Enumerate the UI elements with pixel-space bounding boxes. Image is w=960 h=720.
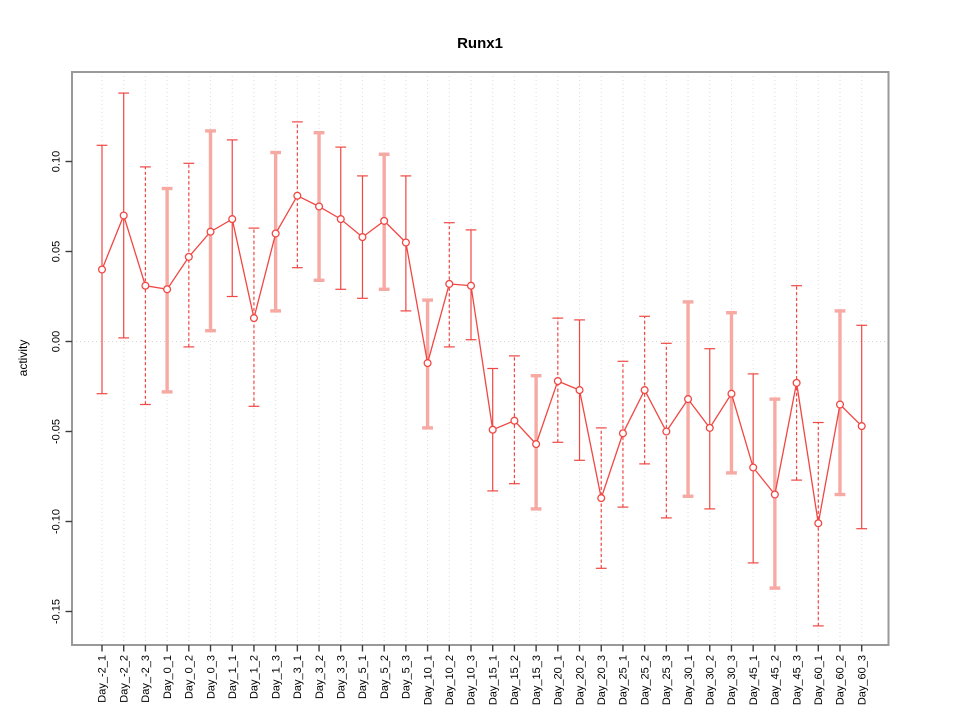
data-point bbox=[749, 463, 758, 472]
x-tick-label: Day_60_2 bbox=[835, 655, 847, 705]
x-tick-label: Day_25_2 bbox=[639, 655, 651, 705]
data-point bbox=[358, 233, 367, 242]
x-tick-label: Day_15_2 bbox=[509, 655, 521, 705]
data-point bbox=[119, 211, 128, 220]
data-point bbox=[423, 359, 432, 368]
plot-border bbox=[71, 71, 890, 646]
data-point bbox=[814, 519, 823, 528]
x-tick-label: Day_1_3 bbox=[270, 655, 282, 699]
x-tick-label: Day_3_1 bbox=[292, 655, 304, 699]
x-tick-label: Day_30_3 bbox=[726, 655, 738, 705]
data-point bbox=[792, 378, 801, 387]
x-tick-label: Day_0_1 bbox=[162, 655, 174, 699]
data-point bbox=[293, 191, 302, 200]
data-point bbox=[228, 215, 237, 224]
x-tick-label: Day_60_3 bbox=[856, 655, 868, 705]
x-tick-label: Day_15_1 bbox=[487, 655, 499, 705]
data-point bbox=[336, 215, 345, 224]
data-point bbox=[445, 279, 454, 288]
data-point bbox=[684, 395, 693, 404]
x-tick-label: Day_5_1 bbox=[357, 655, 369, 699]
data-point bbox=[206, 227, 215, 236]
x-tick-label: Day_5_3 bbox=[401, 655, 413, 699]
data-point bbox=[597, 494, 606, 503]
x-tick-label: Day_3_2 bbox=[314, 655, 326, 699]
series-line bbox=[101, 194, 863, 524]
x-tick-label: Day_30_2 bbox=[705, 655, 717, 705]
x-tick-label: Day_25_1 bbox=[618, 655, 630, 705]
x-tick-label: Day_30_1 bbox=[683, 655, 695, 705]
x-tick-label: Day_5_2 bbox=[379, 655, 391, 699]
x-tick-label: Day_0_3 bbox=[205, 655, 217, 699]
x-tick-label: Day_1_2 bbox=[249, 655, 261, 699]
x-tick-label: Day_45_3 bbox=[791, 655, 803, 705]
data-point bbox=[141, 281, 150, 290]
data-point bbox=[315, 202, 324, 211]
x-tick-label: Day_25_3 bbox=[661, 655, 673, 705]
x-tick-label: Day_-2_1 bbox=[97, 655, 109, 703]
data-point bbox=[271, 229, 280, 238]
data-point bbox=[466, 281, 476, 290]
x-tick-label: Day_10_2 bbox=[444, 655, 456, 705]
data-point bbox=[488, 425, 497, 434]
y-tick-label: -0.15 bbox=[51, 599, 63, 624]
x-tick-label: Day_45_1 bbox=[748, 655, 760, 705]
x-tick-label: Day_-2_3 bbox=[140, 655, 152, 703]
x-tick-label: Day_-2_2 bbox=[118, 655, 130, 703]
data-point bbox=[380, 216, 389, 225]
data-point bbox=[184, 252, 193, 261]
x-tick-label: Day_45_2 bbox=[770, 655, 782, 705]
x-tick-label: Day_10_3 bbox=[466, 655, 478, 705]
data-point bbox=[97, 265, 107, 274]
data-point bbox=[640, 386, 649, 395]
y-axis-label: activity bbox=[16, 340, 30, 377]
x-tick-label: Day_1_1 bbox=[227, 655, 239, 699]
data-point bbox=[857, 422, 866, 431]
x-tick-label: Day_20_2 bbox=[574, 655, 586, 705]
x-tick-label: Day_15_3 bbox=[531, 655, 543, 705]
data-point bbox=[835, 400, 845, 409]
data-point bbox=[163, 285, 172, 294]
x-tick-label: Day_20_3 bbox=[596, 655, 608, 705]
plot-area: 0.10 0.05 0.00 -0.05 -0.10 -0.15 Day_-2_1 Day_-… bbox=[51, 71, 890, 705]
y-tick-label: 0.05 bbox=[51, 241, 63, 262]
data-point bbox=[662, 427, 671, 436]
data-point bbox=[705, 423, 714, 432]
data-point bbox=[618, 429, 627, 438]
x-tick-label: Day_3_3 bbox=[336, 655, 348, 699]
y-tick-label: -0.05 bbox=[51, 419, 63, 444]
y-tick-label: -0.10 bbox=[51, 509, 63, 534]
y-tick-label: 0.00 bbox=[51, 331, 63, 352]
data-point bbox=[510, 416, 519, 425]
data-point bbox=[727, 389, 736, 398]
data-point bbox=[770, 490, 779, 499]
x-tick-label: Day_60_1 bbox=[813, 655, 825, 705]
data-point bbox=[553, 377, 562, 386]
data-point bbox=[401, 238, 410, 247]
data-point bbox=[532, 440, 541, 449]
x-tick-label: Day_0_2 bbox=[184, 655, 196, 699]
data-point bbox=[249, 314, 258, 323]
data-point bbox=[575, 386, 584, 395]
x-tick-label: Day_20_1 bbox=[553, 655, 565, 705]
x-tick-label: Day_10_1 bbox=[422, 655, 434, 705]
y-tick-label: 0.10 bbox=[51, 151, 63, 172]
chart-title: Runx1 bbox=[457, 35, 503, 52]
